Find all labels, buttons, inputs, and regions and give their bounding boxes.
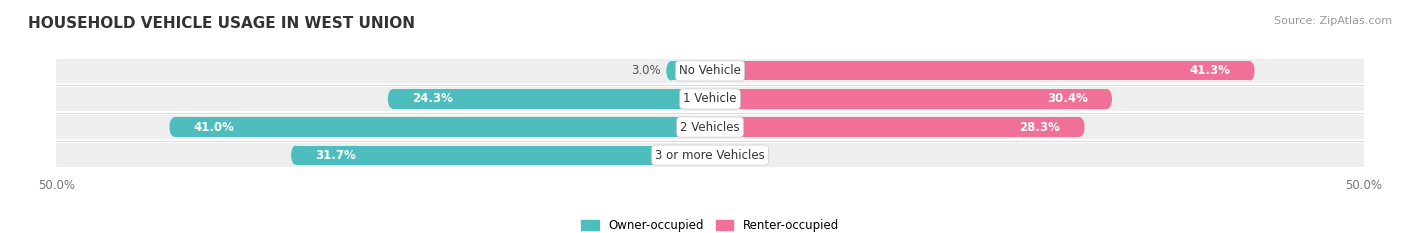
Ellipse shape [706,146,714,165]
Ellipse shape [706,61,714,80]
Text: 30.4%: 30.4% [1047,93,1088,106]
Ellipse shape [706,89,714,109]
Legend: Owner-occupied, Renter-occupied: Owner-occupied, Renter-occupied [576,214,844,233]
Text: 0.0%: 0.0% [720,149,751,162]
Ellipse shape [51,87,62,111]
Ellipse shape [706,89,714,109]
Ellipse shape [51,59,62,83]
Bar [295,146,710,165]
Ellipse shape [51,115,62,139]
Ellipse shape [1246,61,1254,80]
Ellipse shape [1104,89,1112,109]
Bar [710,61,1250,80]
Bar [174,117,710,137]
Text: 3 or more Vehicles: 3 or more Vehicles [655,149,765,162]
Text: 41.3%: 41.3% [1189,64,1230,77]
Text: 3.0%: 3.0% [631,64,661,77]
Bar [392,89,710,109]
Text: No Vehicle: No Vehicle [679,64,741,77]
Bar [56,143,1364,167]
Ellipse shape [1358,87,1369,111]
Text: 2 Vehicles: 2 Vehicles [681,120,740,134]
Text: Source: ZipAtlas.com: Source: ZipAtlas.com [1274,16,1392,26]
Ellipse shape [1358,59,1369,83]
Ellipse shape [388,89,396,109]
Ellipse shape [706,117,714,137]
Text: 1 Vehicle: 1 Vehicle [683,93,737,106]
Bar [671,61,710,80]
Bar [56,87,1364,111]
Text: 31.7%: 31.7% [315,149,356,162]
Ellipse shape [1358,143,1369,167]
Ellipse shape [291,146,299,165]
Ellipse shape [51,143,62,167]
Text: 24.3%: 24.3% [412,93,453,106]
Bar [710,117,1080,137]
Ellipse shape [706,61,714,80]
Text: 41.0%: 41.0% [194,120,235,134]
Ellipse shape [666,61,675,80]
Ellipse shape [170,117,179,137]
Bar [56,59,1364,83]
Bar [710,89,1108,109]
Ellipse shape [706,117,714,137]
Ellipse shape [1076,117,1084,137]
Ellipse shape [1358,115,1369,139]
Bar [56,115,1364,139]
Text: HOUSEHOLD VEHICLE USAGE IN WEST UNION: HOUSEHOLD VEHICLE USAGE IN WEST UNION [28,16,415,31]
Text: 28.3%: 28.3% [1019,120,1060,134]
